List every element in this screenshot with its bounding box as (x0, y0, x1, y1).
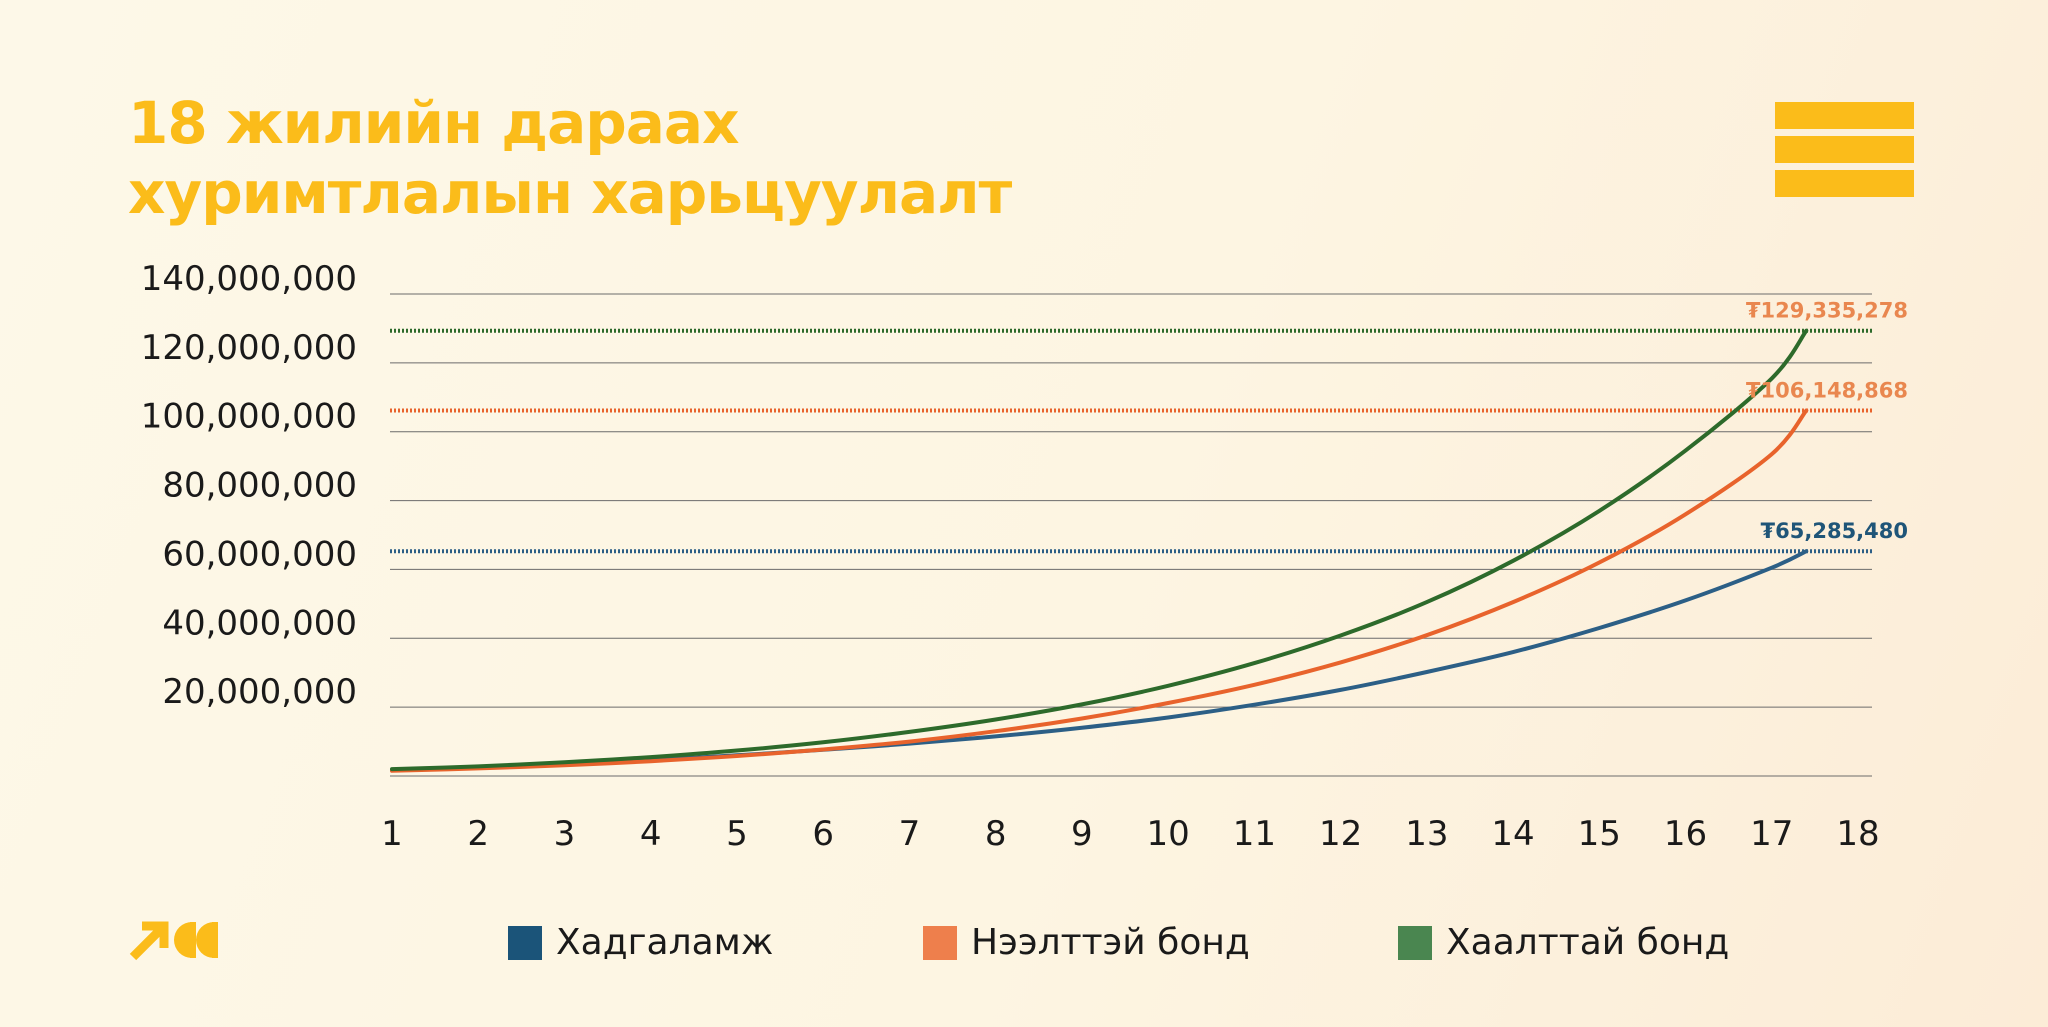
x-tick-label: 8 (985, 814, 1007, 854)
legend-swatch-savings (508, 925, 542, 960)
grid-lines (390, 293, 1872, 777)
series-line-open-bond (390, 408, 1809, 773)
arrow-quote-logo (129, 921, 218, 961)
x-tick-label: 12 (1319, 814, 1362, 854)
legend-item-open-bond: Нээлттэй бонд (923, 922, 1250, 963)
x-tick-label: 6 (812, 814, 834, 854)
legend-label-savings: Хадгаламж (556, 922, 774, 963)
y-tick-label: 40,000,000 (162, 603, 357, 643)
x-tick-label: 11 (1233, 814, 1276, 854)
end-value-label-open-bond: ₮106,148,868 (1746, 379, 1908, 403)
x-tick-label: 4 (640, 814, 662, 854)
series-line-savings (390, 549, 1809, 773)
y-tick-label: 140,000,000 (141, 259, 357, 299)
x-tick-label: 3 (554, 814, 576, 854)
y-tick-label: 80,000,000 (162, 466, 357, 506)
x-tick-label: 10 (1146, 814, 1189, 854)
x-tick-label: 13 (1405, 814, 1448, 854)
series-lines (390, 328, 1809, 773)
legend-item-savings: Хадгаламж (508, 922, 773, 963)
menu-bar (1775, 102, 1914, 129)
end-value-labels: ₮65,285,480 ₮106,148,868 ₮129,335,278 (1746, 299, 1908, 544)
x-tick-label: 14 (1491, 814, 1534, 854)
chart-title-line-2: хуримтлалын харьцуулалт (128, 159, 1012, 227)
y-tick-label: 100,000,000 (141, 397, 357, 437)
y-tick-label: 120,000,000 (141, 328, 357, 368)
end-value-label-savings: ₮65,285,480 (1761, 519, 1908, 543)
menu-bar (1775, 170, 1914, 197)
x-axis-tick-labels: 1 2 3 4 5 6 7 8 9 10 11 12 13 14 15 16 17 18 (381, 814, 1879, 854)
legend-label-open-bond: Нээлттэй бонд (971, 922, 1250, 963)
x-tick-label: 2 (467, 814, 489, 854)
chart-title-line-1: 18 жилийн дараах (128, 89, 739, 157)
hamburger-menu-icon[interactable] (1775, 102, 1914, 204)
legend-swatch-closed-bond (1398, 925, 1432, 960)
x-tick-label: 5 (726, 814, 748, 854)
chart-title: 18 жилийн дараах хуримтлалын харьцуулалт (128, 88, 1012, 228)
end-value-reference-lines (390, 328, 1872, 554)
end-value-label-closed-bond: ₮129,335,278 (1746, 299, 1908, 323)
x-tick-label: 9 (1071, 814, 1093, 854)
y-tick-label: 20,000,000 (162, 672, 357, 712)
x-tick-label: 18 (1836, 814, 1879, 854)
legend-item-closed-bond: Хаалттай бонд (1398, 922, 1729, 963)
x-tick-label: 7 (899, 814, 921, 854)
x-tick-label: 15 (1578, 814, 1621, 854)
legend-swatch-open-bond (923, 925, 957, 960)
menu-bar (1775, 136, 1914, 163)
y-axis-tick-labels: 20,000,000 40,000,000 60,000,000 80,000,000… (141, 259, 357, 712)
series-line-closed-bond (390, 328, 1809, 772)
x-tick-label: 1 (381, 814, 403, 854)
x-tick-label: 16 (1664, 814, 1707, 854)
y-tick-label: 60,000,000 (162, 534, 357, 574)
x-tick-label: 17 (1750, 814, 1793, 854)
line-chart: 20,000,000 40,000,000 60,000,000 80,000,000… (141, 259, 1908, 854)
legend-label-closed-bond: Хаалттай бонд (1446, 922, 1730, 963)
